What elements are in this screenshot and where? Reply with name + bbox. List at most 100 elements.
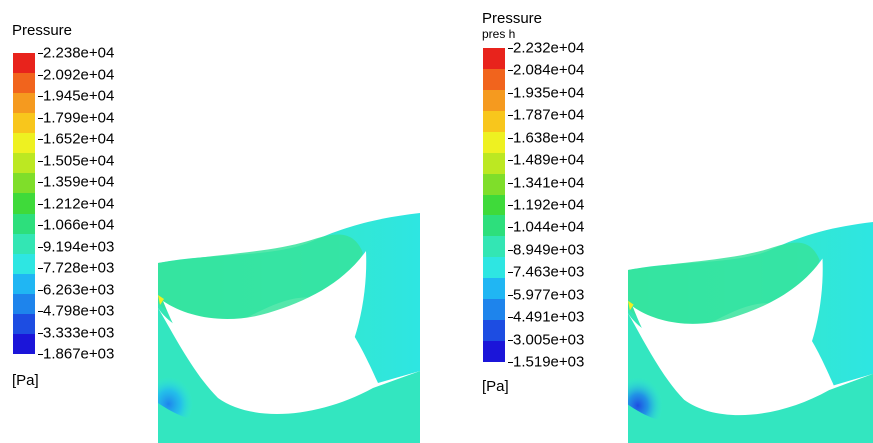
legend-unit: [Pa] (12, 372, 39, 389)
colorbar-tick-label: 4.491e+03 (513, 308, 585, 326)
colorbar-segment (13, 73, 35, 94)
pressure-contour-panel-right: Pressure pres h 2.232e+04 2.084e+04 1.935e… (470, 0, 873, 443)
colorbar-segment (13, 113, 35, 134)
colorbar-segment (483, 152, 505, 175)
colorbar-segment (483, 236, 505, 258)
colorbar-tick-label: 9.194e+03 (43, 238, 115, 255)
colorbar-segment (13, 213, 35, 235)
colorbar-segment (483, 320, 505, 342)
colorbar-segment (483, 173, 505, 196)
stagnation-point (628, 300, 634, 311)
colorbar-tick-mark (508, 182, 513, 184)
colorbar-tick-label: 2.232e+04 (513, 39, 585, 57)
colorbar-segment (483, 278, 505, 300)
colorbar-tick-mark (508, 294, 513, 296)
colorbar-segment (13, 173, 35, 194)
colorbar-tick-label: 1.359e+04 (43, 173, 115, 191)
colorbar-segment (483, 110, 505, 133)
colorbar-tick-label: 1.799e+04 (43, 109, 115, 126)
colorbar-tick-mark (38, 311, 43, 312)
colorbar-tick-mark (508, 205, 513, 206)
colorbar-segment (13, 93, 35, 114)
colorbar-tick-label: 2.084e+04 (513, 61, 585, 79)
colorbar-segment (483, 215, 505, 237)
colorbar-segment (13, 313, 35, 335)
colorbar-tick-mark (508, 362, 513, 363)
colorbar-tick-label: 1.505e+04 (43, 152, 115, 169)
colorbar-tick-mark (38, 182, 43, 183)
colorbar-tick-label: 8.949e+03 (513, 241, 585, 259)
legend-subtitle: pres h (482, 27, 516, 41)
colorbar-segment (483, 68, 505, 91)
colorbar-tick-label: 7.463e+03 (513, 263, 585, 281)
blade-profile (632, 258, 823, 409)
colorbar-tick-mark (38, 225, 43, 226)
colorbar-tick-label: 1.341e+04 (513, 174, 585, 192)
colorbar-tick-label: 1.066e+04 (43, 216, 115, 234)
colorbar (13, 53, 35, 355)
colorbar-tick-mark (508, 339, 513, 341)
colorbar-tick-label: 1.652e+04 (43, 130, 115, 148)
colorbar-tick-label: 1.489e+04 (513, 151, 585, 169)
flow-region-lower (628, 313, 873, 443)
legend-unit: [Pa] (482, 378, 509, 395)
colorbar-tick-label: 1.867e+03 (43, 345, 115, 363)
colorbar-tick-mark (508, 115, 513, 117)
low-pressure-zone (158, 343, 228, 422)
colorbar-tick-mark (38, 139, 43, 140)
colorbar-segment (483, 194, 505, 216)
colorbar-segment (483, 257, 505, 279)
colorbar-tick-mark (38, 268, 43, 269)
colorbar-tick-mark (508, 160, 513, 162)
colorbar-segment (13, 253, 35, 275)
colorbar-segment (483, 131, 505, 154)
colorbar-tick-mark (508, 137, 513, 139)
colorbar-tick-label: 1.935e+04 (513, 84, 585, 102)
colorbar-segment (483, 48, 505, 70)
colorbar-tick-label: 2.092e+04 (43, 66, 115, 83)
colorbar-tick-label: 1.212e+04 (43, 195, 115, 212)
colorbar-segment (13, 293, 35, 315)
colorbar-tick-mark (38, 289, 43, 291)
colorbar-tick-mark (38, 117, 43, 119)
flow-region-lower (158, 308, 420, 443)
colorbar-tick-label: 3.333e+03 (43, 324, 115, 341)
colorbar-tick-mark (508, 70, 513, 72)
legend-title: Pressure (482, 10, 543, 27)
colorbar-tick-mark (508, 272, 513, 274)
blade-passage-contour (158, 213, 420, 443)
colorbar-tick-mark (508, 227, 513, 229)
blade-passage-contour (628, 222, 873, 443)
colorbar-tick-mark (38, 74, 43, 76)
colorbar-tick-labels: 2.238e+04 2.092e+04 1.945e+04 1.799e+04 1.65… (38, 45, 183, 363)
pressure-contour-panel-left: Pressure 2.238e+04 2.092e+04 1.945e+04 1.79… (0, 0, 430, 443)
colorbar-segment (13, 333, 35, 355)
colorbar-tick-label: 1.192e+04 (513, 196, 585, 214)
colorbar-segment (13, 193, 35, 215)
legend-title: Pressure (12, 22, 73, 39)
colorbar-segment (13, 133, 35, 154)
colorbar-tick-label: 7.728e+03 (43, 259, 115, 277)
colorbar-tick-label: 3.005e+03 (513, 331, 585, 349)
colorbar-tick-label: 1.945e+04 (43, 87, 115, 105)
colorbar (483, 48, 505, 363)
colorbar-tick-mark (38, 354, 43, 355)
colorbar-segment (483, 299, 505, 321)
colorbar-tick-label: 5.977e+03 (513, 286, 585, 304)
colorbar-tick-labels: 2.232e+04 2.084e+04 1.935e+04 1.787e+04 1.63… (508, 40, 653, 371)
colorbar-tick-label: 4.798e+03 (43, 302, 115, 320)
colorbar-segment (13, 273, 35, 295)
colorbar-tick-label: 2.238e+04 (43, 44, 115, 62)
blade-profile (163, 251, 367, 408)
stagnation-point (158, 295, 164, 305)
colorbar-segment (13, 153, 35, 174)
colorbar-tick-mark (508, 92, 513, 94)
colorbar-segment (483, 89, 505, 112)
low-pressure-zone (628, 346, 694, 423)
colorbar-segment (13, 53, 35, 74)
colorbar-tick-mark (508, 249, 513, 251)
colorbar-tick-label: 1.044e+04 (513, 218, 585, 236)
colorbar-segment (13, 233, 35, 255)
colorbar-tick-label: 1.519e+03 (513, 353, 585, 371)
colorbar-tick-mark (508, 48, 513, 49)
